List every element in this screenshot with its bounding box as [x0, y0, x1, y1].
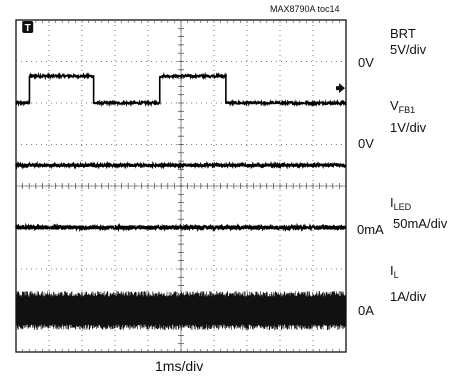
trigger-marker-label: T: [25, 23, 31, 34]
il-ground-label: 0A: [358, 303, 374, 318]
il-scale: 1A/div: [390, 289, 426, 304]
il-name: IL: [390, 263, 399, 280]
il-name-sub: L: [394, 270, 399, 280]
figure-id: MAX8790A toc14: [270, 4, 340, 14]
vfb1-name-sub: FB1: [399, 105, 416, 115]
trace-iled: [16, 225, 346, 229]
brt-ground-label: 0V: [358, 55, 374, 70]
iled-scale: 50mA/div: [393, 216, 447, 231]
vfb1-name-main: V: [390, 98, 399, 113]
time-base-label: 1ms/div: [155, 359, 203, 374]
vfb1-name: VFB1: [390, 98, 415, 115]
brt-name: BRT: [390, 26, 416, 41]
iled-name-sub: LED: [394, 202, 412, 212]
iled-name: ILED: [390, 195, 411, 212]
iled-ground-label: 0mA: [357, 222, 384, 237]
trace-il: [16, 291, 346, 330]
vfb1-ground-label: 0V: [358, 136, 374, 151]
vfb1-scale: 1V/div: [390, 120, 426, 135]
brt-scale: 5V/div: [390, 42, 426, 57]
